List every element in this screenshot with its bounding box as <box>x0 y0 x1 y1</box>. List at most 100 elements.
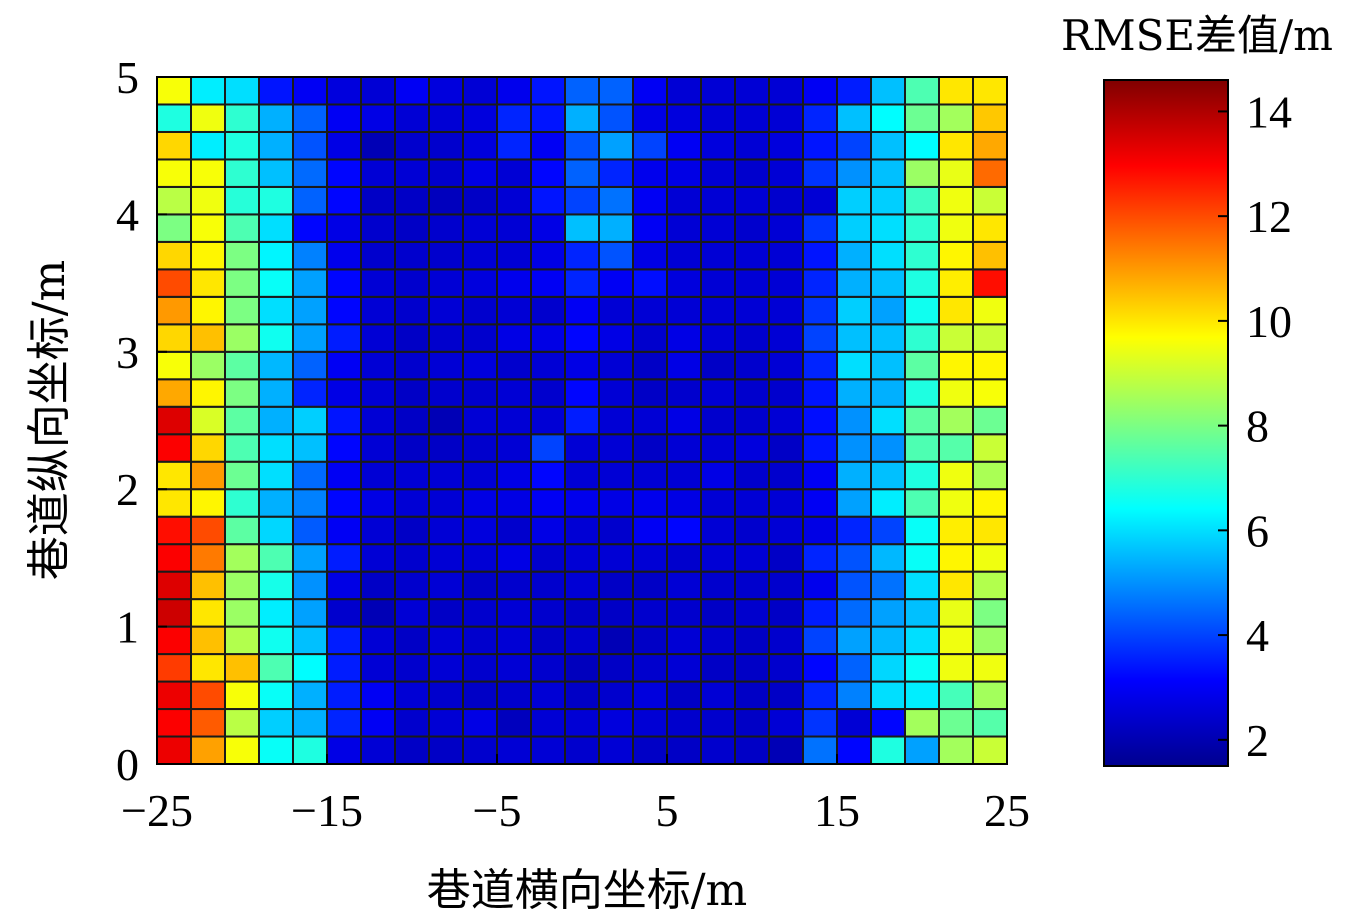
plot-frame <box>156 76 1008 765</box>
heatmap-cell <box>632 405 668 436</box>
heatmap-cell <box>190 213 226 243</box>
heatmap-cell <box>224 350 260 381</box>
heatmap-cell <box>190 625 226 656</box>
heatmap-cell <box>972 433 1008 463</box>
heatmap-cell <box>530 76 566 106</box>
heatmap-cell <box>428 515 464 546</box>
heatmap-cell <box>156 268 192 298</box>
heatmap-cell <box>768 213 804 243</box>
heatmap-cell <box>904 295 940 326</box>
heatmap-cell <box>938 515 974 546</box>
heatmap-cell <box>258 103 294 133</box>
heatmap-cell <box>870 76 906 106</box>
heatmap-cell <box>530 543 566 573</box>
heatmap-cell <box>632 350 668 381</box>
heatmap-cell <box>632 570 668 601</box>
heatmap-cell <box>224 598 260 628</box>
heatmap-cell <box>462 76 498 106</box>
x-tick-label: −5 <box>473 785 522 836</box>
heatmap-cell <box>666 240 702 271</box>
heatmap-cell <box>360 653 396 683</box>
colorbar-ticks: 2 4 6 8 10 12 14 <box>1218 86 1292 766</box>
heatmap-cell <box>802 185 838 216</box>
heatmap-cell <box>564 680 600 711</box>
heatmap-cell <box>938 570 974 601</box>
heatmap-cell <box>292 323 328 353</box>
heatmap-cell <box>394 350 430 381</box>
heatmap-cell <box>394 323 430 353</box>
heatmap-cell <box>972 130 1008 161</box>
heatmap-cell <box>564 708 600 738</box>
heatmap-cell <box>462 708 498 738</box>
heatmap-cell <box>496 680 532 711</box>
heatmap-cell <box>598 240 634 271</box>
heatmap-cell <box>904 76 940 106</box>
x-axis-ticks: −25 −15 −5 5 15 25 <box>121 754 1030 836</box>
heatmap-cell <box>768 433 804 463</box>
heatmap-cell <box>530 433 566 463</box>
heatmap-cell <box>530 268 566 298</box>
heatmap-cell <box>972 653 1008 683</box>
heatmap-cell <box>360 350 396 381</box>
heatmap-cell <box>802 268 838 298</box>
heatmap-cell <box>258 488 294 518</box>
heatmap-cell <box>700 625 736 656</box>
heatmap-cell <box>700 295 736 326</box>
heatmap-cell <box>938 130 974 161</box>
heatmap-cell <box>632 515 668 546</box>
heatmap-cell <box>734 680 770 711</box>
heatmap-cell <box>802 240 838 271</box>
heatmap-cell <box>394 158 430 188</box>
heatmap-cell <box>190 323 226 353</box>
heatmap-cell <box>326 378 362 408</box>
heatmap-cell <box>972 158 1008 188</box>
heatmap-cell <box>836 543 872 573</box>
heatmap-cell <box>598 735 634 766</box>
heatmap-cell <box>768 680 804 711</box>
heatmap-cell <box>632 103 668 133</box>
colorbar-gradient <box>1103 79 1229 767</box>
heatmap-cell <box>666 268 702 298</box>
heatmap-cell <box>802 515 838 546</box>
heatmap-cell <box>496 405 532 436</box>
heatmap-cell <box>870 323 906 353</box>
heatmap-cell <box>904 460 940 491</box>
heatmap-cell <box>564 240 600 271</box>
heatmap-cell <box>258 185 294 216</box>
heatmap-cell <box>292 488 328 518</box>
heatmap-cell <box>870 268 906 298</box>
heatmap-cell <box>530 570 566 601</box>
heatmap-cell <box>258 378 294 408</box>
heatmap-cell <box>802 460 838 491</box>
heatmap-cell <box>462 350 498 381</box>
heatmap-cell <box>394 103 430 133</box>
heatmap-cell <box>904 708 940 738</box>
heatmap-cell <box>496 323 532 353</box>
heatmap-cell <box>598 708 634 738</box>
y-tick-label: 1 <box>116 602 139 653</box>
heatmap-cell <box>462 213 498 243</box>
heatmap-cell <box>904 570 940 601</box>
heatmap-cell <box>564 185 600 216</box>
heatmap-cell <box>258 708 294 738</box>
heatmap-cell <box>870 460 906 491</box>
heatmap-cell <box>564 598 600 628</box>
heatmap-cell <box>870 295 906 326</box>
heatmap-cell <box>530 213 566 243</box>
heatmap-cell <box>700 433 736 463</box>
heatmap-cell <box>836 515 872 546</box>
heatmap-cell <box>326 350 362 381</box>
heatmap-cell <box>904 268 940 298</box>
heatmap-cell <box>190 680 226 711</box>
heatmap-cell <box>598 405 634 436</box>
heatmap-cell <box>258 735 294 766</box>
heatmap-cell <box>598 515 634 546</box>
colorbar-tick-label: 12 <box>1246 191 1292 242</box>
heatmap-cell <box>938 405 974 436</box>
heatmap-cell <box>768 323 804 353</box>
heatmap-cell <box>972 268 1008 298</box>
heatmap-cell <box>564 460 600 491</box>
heatmap-cell <box>428 378 464 408</box>
heatmap-cell <box>666 515 702 546</box>
colorbar: 2 4 6 8 10 12 14 RMSE差值/m <box>1061 11 1333 767</box>
